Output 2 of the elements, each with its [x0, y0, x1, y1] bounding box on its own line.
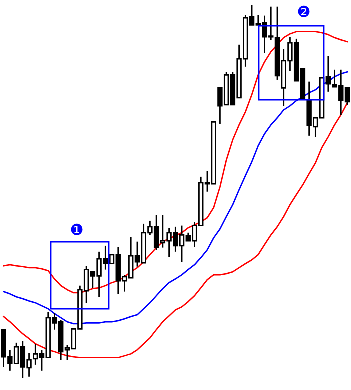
annotation: ❷	[298, 6, 310, 18]
annotation: ❶	[71, 224, 83, 236]
